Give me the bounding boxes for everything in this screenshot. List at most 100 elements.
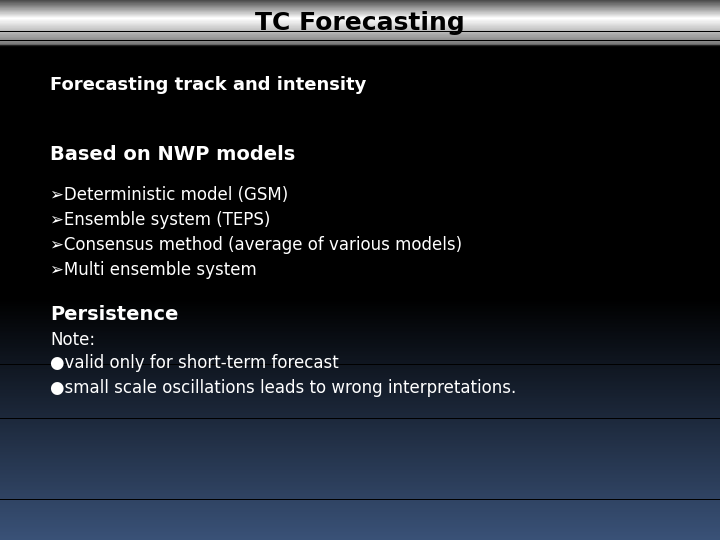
Bar (0, 71, 720, 73)
Bar (0, 483, 720, 485)
Bar (0, 249, 720, 251)
Bar (0, 475, 720, 476)
Bar (0, 36, 720, 38)
Bar (0, 44, 720, 45)
Bar (0, 496, 720, 497)
Bar (0, 123, 720, 124)
Bar (0, 455, 720, 456)
Text: ●valid only for short-term forecast: ●valid only for short-term forecast (50, 354, 338, 372)
Bar (0, 405, 720, 406)
Bar (0, 152, 720, 154)
Bar (0, 5, 720, 6)
Bar (0, 325, 720, 327)
Bar (0, 399, 720, 400)
Bar (0, 143, 720, 145)
Bar (0, 428, 720, 429)
Bar (0, 20, 720, 22)
Bar (0, 440, 720, 441)
Bar (0, 470, 720, 471)
Bar (0, 436, 720, 437)
Bar (0, 65, 720, 66)
Bar (0, 291, 720, 292)
Bar (0, 265, 720, 266)
Bar (0, 42, 720, 43)
Bar (0, 154, 720, 156)
Bar (0, 284, 720, 285)
Bar (0, 233, 720, 235)
Bar (0, 115, 720, 116)
Bar (0, 116, 720, 118)
Bar (0, 281, 720, 282)
Bar (0, 193, 720, 194)
Bar (0, 43, 720, 45)
Bar (0, 494, 720, 496)
Bar (0, 460, 720, 462)
Bar (0, 6, 720, 8)
Bar (0, 384, 720, 386)
Bar (0, 263, 720, 265)
Bar (0, 537, 720, 538)
Bar (0, 32, 720, 33)
Bar (0, 432, 720, 433)
Bar (0, 538, 720, 540)
Bar (0, 275, 720, 276)
Bar (0, 228, 720, 230)
Bar (0, 30, 720, 31)
Bar (0, 243, 720, 244)
Bar (0, 32, 720, 33)
Bar (0, 467, 720, 468)
Bar (0, 447, 720, 448)
Bar (0, 446, 720, 447)
Bar (0, 206, 720, 208)
Bar (0, 158, 720, 159)
Bar (0, 319, 720, 320)
Bar (0, 294, 720, 295)
Bar (0, 93, 720, 94)
Bar (0, 100, 720, 102)
Bar (0, 15, 720, 16)
Bar (0, 60, 720, 62)
Text: ●small scale oscillations leads to wrong interpretations.: ●small scale oscillations leads to wrong… (50, 379, 516, 397)
Bar (0, 406, 720, 408)
Bar (0, 451, 720, 452)
Bar (0, 374, 720, 375)
Bar (0, 433, 720, 435)
Bar (0, 517, 720, 518)
Bar (0, 444, 720, 446)
Bar (0, 505, 720, 507)
Bar (0, 212, 720, 213)
Bar (0, 456, 720, 457)
Bar (0, 8, 720, 10)
Bar (0, 502, 720, 503)
Text: Note:: Note: (50, 331, 95, 349)
Bar (0, 23, 720, 24)
Bar (0, 14, 720, 15)
Bar (0, 54, 720, 56)
Bar (0, 12, 720, 14)
Bar (0, 198, 720, 200)
Bar (0, 112, 720, 113)
Bar (0, 302, 720, 303)
Bar (0, 422, 720, 424)
Bar (0, 424, 720, 426)
Bar (0, 525, 720, 526)
Bar (0, 24, 720, 25)
Bar (0, 388, 720, 389)
Bar (0, 94, 720, 96)
Bar (0, 50, 720, 51)
Bar (0, 421, 720, 422)
Bar (0, 416, 720, 417)
Bar (0, 531, 720, 532)
Bar (0, 139, 720, 140)
Bar (0, 301, 720, 302)
Bar (0, 11, 720, 12)
Bar (0, 536, 720, 537)
Bar (0, 156, 720, 157)
Bar (0, 162, 720, 163)
Bar (0, 35, 720, 37)
Bar (0, 108, 720, 109)
Bar (0, 379, 720, 381)
Bar (0, 258, 720, 259)
Bar (0, 216, 720, 217)
Bar (0, 368, 720, 370)
